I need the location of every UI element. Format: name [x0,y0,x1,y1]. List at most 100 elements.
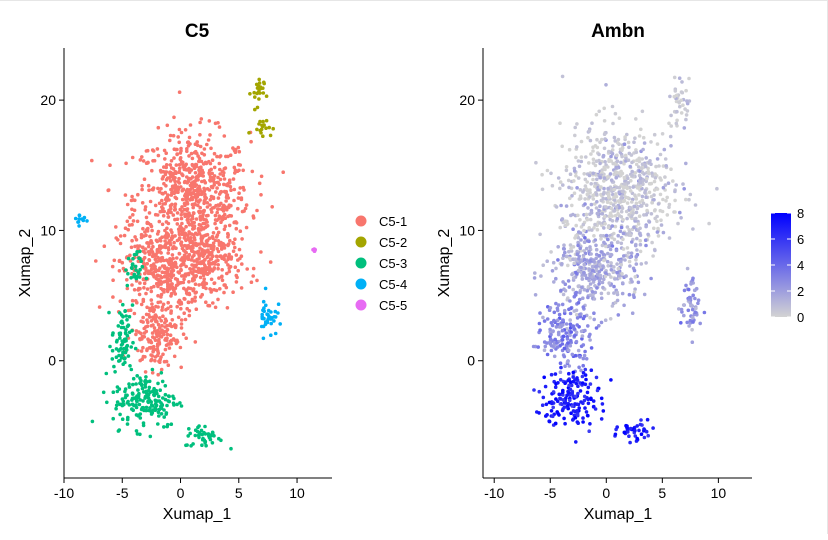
cluster-point [137,402,142,407]
expression-point [584,155,588,159]
cluster-point [203,258,207,262]
cluster-point [210,158,215,162]
cluster-point [118,412,122,417]
cluster-point [198,242,202,246]
expression-point [685,320,689,325]
expression-point [563,364,567,369]
cluster-point [117,331,122,336]
expression-point [590,121,594,125]
expression-point [567,285,572,289]
cluster-point [241,168,245,173]
expression-point [620,272,624,276]
expression-point [663,175,667,179]
cluster-point [169,422,174,427]
expression-point [644,195,648,199]
expression-point [593,181,597,186]
expression-point [564,165,569,169]
cluster-point [149,358,153,363]
expression-point [667,205,671,209]
expression-point [595,177,599,182]
cluster-point [144,215,149,220]
cluster-point [224,191,228,195]
cluster-point [208,198,213,202]
cluster-point [257,81,262,85]
expression-point [632,225,636,229]
cluster-point [166,363,171,368]
expression-point [560,402,564,407]
cluster-point [222,246,227,250]
cluster-point [145,305,149,310]
cluster-point [153,398,158,403]
expression-point [568,318,572,322]
cluster-point [141,345,145,350]
cluster-point [179,322,184,326]
expression-point [575,249,579,254]
expression-point [684,117,688,122]
expression-point [576,240,580,245]
expression-point [565,393,569,398]
cluster-point [134,329,139,333]
expression-point [687,76,691,81]
cluster-point [162,181,166,186]
cluster-point [177,176,181,181]
expression-point [626,176,630,181]
expression-point [651,426,655,430]
cluster-point [261,119,265,124]
cluster-point [257,97,261,101]
cluster-point [166,394,171,398]
expression-point [642,141,647,145]
cluster-point [160,235,164,239]
expression-point [617,273,621,278]
expression-point [588,293,593,298]
expression-point [569,383,574,388]
cluster-point [237,149,242,154]
expression-point [599,233,603,238]
expression-point [602,179,606,183]
expression-point [584,357,589,361]
expression-point [649,140,653,144]
cluster-point [132,208,137,213]
expression-point [558,225,562,230]
cluster-point [204,443,208,448]
cluster-point [272,319,276,323]
cluster-point [227,203,232,207]
cluster-point [158,266,162,271]
expression-point [563,219,568,223]
expression-point [606,195,611,199]
expression-point [580,381,585,385]
cluster-point [213,221,217,226]
cluster-point [166,215,171,219]
cluster-point [203,244,207,248]
cluster-point [205,205,210,209]
cluster-point [131,376,136,381]
cluster-point [134,405,139,410]
expression-point [618,229,623,234]
cluster-point [216,196,221,200]
cluster-point [136,388,140,392]
cluster-point [179,264,183,268]
cluster-point [255,278,259,283]
cluster-point [137,292,142,297]
cluster-point [173,176,177,180]
expression-point [627,259,632,264]
cluster-point [159,319,164,323]
cluster-point [199,270,204,275]
cluster-point [226,243,230,248]
cluster-point [125,283,130,288]
cluster-point [138,256,142,261]
cluster-point [220,169,225,174]
expression-point [571,409,576,413]
cluster-point [139,235,144,240]
expression-point [644,429,649,434]
cluster-point [144,233,148,238]
expression-point [542,348,547,353]
expression-point [571,370,576,375]
expression-point [586,135,590,140]
cluster-point [129,367,134,372]
expression-point [634,262,639,266]
cluster-point [198,120,202,125]
cluster-point [118,358,122,363]
expression-point [542,319,547,323]
expression-point [684,88,688,93]
cluster-point [152,326,157,330]
